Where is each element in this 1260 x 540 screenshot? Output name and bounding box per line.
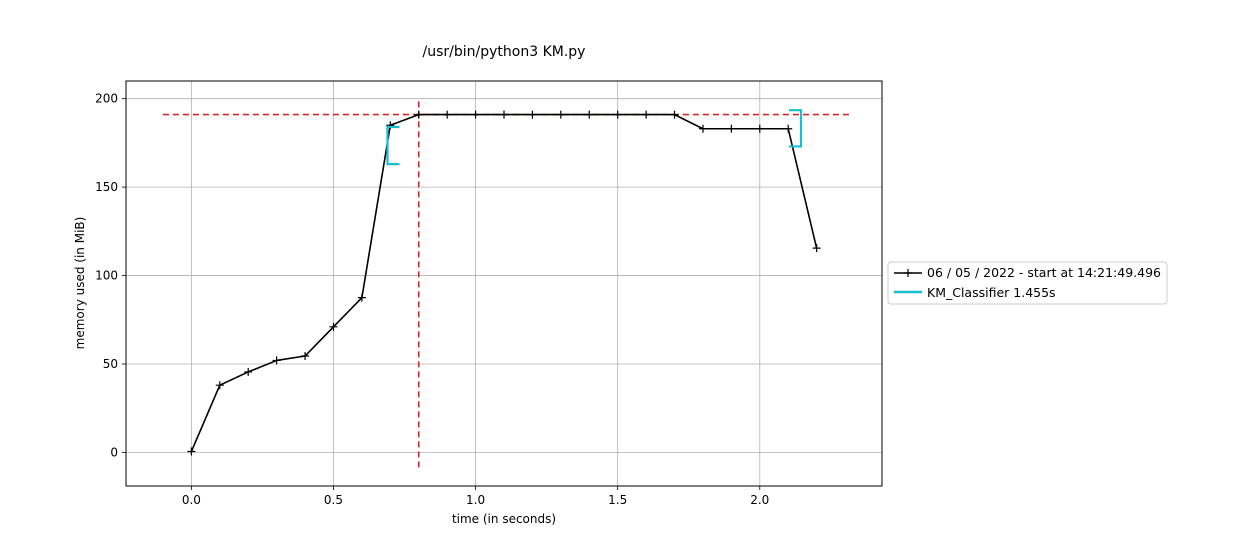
- data-point-marker: [727, 124, 736, 133]
- legend: 06 / 05 / 2022 - start at 14:21:49.496 K…: [887, 261, 1168, 305]
- data-point-marker: [755, 124, 764, 133]
- y-axis-label: memory used (in MiB): [73, 217, 87, 350]
- data-point-marker: [670, 110, 679, 119]
- legend-marker-memory: [904, 269, 912, 277]
- x-tick-label: 0.5: [324, 493, 343, 507]
- y-axis-ticks: 0 50 100 150 200: [95, 92, 126, 459]
- x-axis-label: time (in seconds): [452, 512, 556, 526]
- data-point-marker: [272, 356, 281, 365]
- function-start-bracket: [386, 125, 400, 166]
- y-tick-label: 150: [95, 180, 118, 194]
- axes-frame: [125, 80, 883, 487]
- data-point-marker: [585, 110, 594, 119]
- plot-area: [125, 80, 883, 487]
- y-tick-label: 100: [95, 269, 118, 283]
- data-point-marker: [642, 110, 651, 119]
- y-tick-label: 200: [95, 92, 118, 106]
- data-point-marker: [471, 110, 480, 119]
- data-point-marker: [215, 381, 224, 390]
- grid-lines: [126, 81, 882, 486]
- data-point-marker: [556, 110, 565, 119]
- data-point-marker: [187, 447, 196, 456]
- data-point-marker: [443, 110, 452, 119]
- legend-label-function: KM_Classifier 1.455s: [927, 285, 1056, 300]
- data-point-marker: [528, 110, 537, 119]
- y-tick-label: 0: [110, 445, 118, 459]
- axes-background: [126, 81, 882, 486]
- data-point-marker: [500, 110, 508, 119]
- legend-label-memory: 06 / 05 / 2022 - start at 14:21:49.496: [927, 265, 1161, 280]
- data-point-marker: [784, 124, 793, 133]
- legend-entry-function: KM_Classifier 1.455s: [894, 285, 1056, 300]
- x-tick-label: 2.0: [750, 493, 769, 507]
- function-end-bracket: [789, 109, 803, 148]
- x-tick-label: 0.0: [182, 493, 201, 507]
- data-point-marker: [244, 367, 253, 376]
- data-point-marker: [357, 293, 366, 302]
- data-point-marker: [329, 322, 338, 331]
- data-point-marker: [301, 352, 310, 361]
- data-point-marker: [698, 124, 707, 133]
- legend-entry-memory: 06 / 05 / 2022 - start at 14:21:49.496: [894, 265, 1161, 280]
- function-bracket-layer: [386, 109, 803, 166]
- legend-frame: [887, 261, 1168, 305]
- x-tick-label: 1.0: [466, 493, 485, 507]
- data-point-marker: [812, 244, 821, 253]
- data-point-marker: [613, 110, 622, 119]
- series-layer: [187, 110, 821, 456]
- y-tick-label: 50: [103, 357, 118, 371]
- x-axis-ticks: 0.0 0.5 1.0 1.5 2.0: [182, 486, 769, 507]
- chart-title: /usr/bin/python3 KM.py: [423, 44, 586, 60]
- x-tick-label: 1.5: [608, 493, 627, 507]
- data-point-marker: [414, 110, 423, 119]
